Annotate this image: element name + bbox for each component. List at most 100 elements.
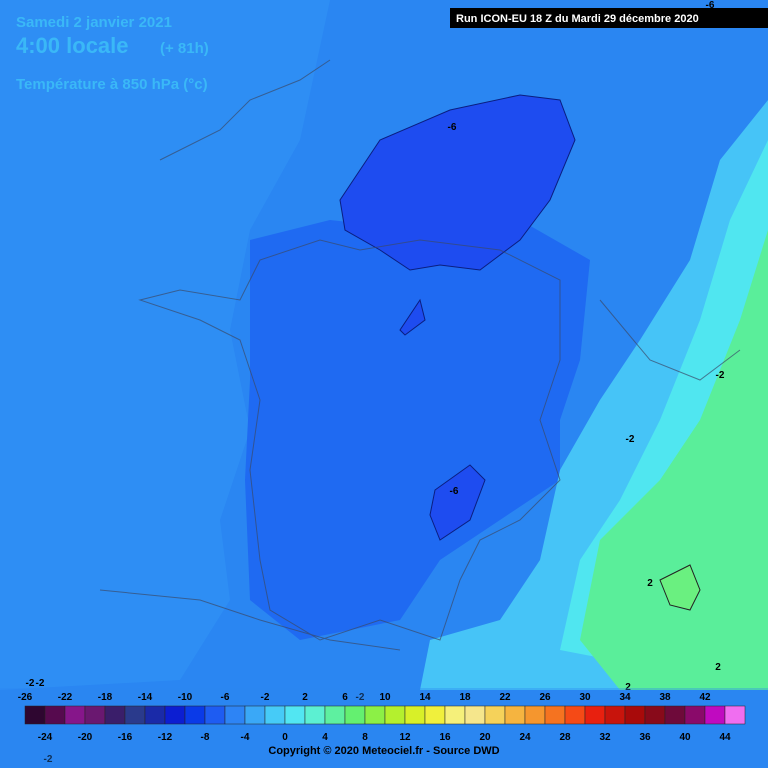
colorbar-label: -26 (18, 692, 33, 703)
colorbar-cell (524, 705, 546, 725)
island (659, 564, 701, 611)
colorbar-cell (64, 705, 86, 725)
colorbar-label: 8 (362, 732, 368, 743)
colorbar-label: -22 (58, 692, 73, 703)
colorbar-cell (404, 705, 426, 725)
time: 4:00 locale (16, 33, 129, 58)
colorbar-cell (184, 705, 206, 725)
green-region (580, 230, 768, 690)
colorbar-label: -20 (78, 732, 93, 743)
colorbar-label: 32 (599, 732, 611, 743)
colorbar-label: 2 (302, 692, 308, 703)
colorbar-label: 28 (559, 732, 571, 743)
ocean-region (0, 0, 330, 690)
contour-label: -6 (450, 486, 459, 497)
colorbar-label: -24 (38, 732, 53, 743)
colorbar-cell (364, 705, 386, 725)
colorbar-cell (344, 705, 366, 725)
date: Samedi 2 janvier 2021 (16, 14, 172, 31)
colorbar-label: 44 (719, 732, 731, 743)
contour-label: -2 (44, 754, 53, 765)
colorbar-cell (644, 705, 666, 725)
colorbar-label: 20 (479, 732, 491, 743)
colorbar-cell (664, 705, 686, 725)
colorbar-cell (84, 705, 106, 725)
colorbar-cell (204, 705, 226, 725)
colorbar-cell (684, 705, 706, 725)
colorbar-cell (304, 705, 326, 725)
contour-label: -6 (706, 0, 715, 11)
colorbar-cell (384, 705, 406, 725)
colorbar-cell (124, 705, 146, 725)
parameter: Température à 850 hPa (°c) (16, 76, 208, 93)
colorbar-cell (544, 705, 566, 725)
lead-time: (+ 81h) (160, 40, 209, 57)
colorbar-label: -16 (118, 732, 133, 743)
colorbar-label: 18 (459, 692, 471, 703)
colorbar-label: 22 (499, 692, 511, 703)
colorbar-label: 42 (699, 692, 711, 703)
colorbar-cell (724, 705, 746, 725)
colorbar-cell (704, 705, 726, 725)
colorbar-label: -12 (158, 732, 173, 743)
cold-region (339, 94, 576, 271)
colorbar-cell (264, 705, 286, 725)
colorbar-label: 12 (399, 732, 411, 743)
colorbar-cell (564, 705, 586, 725)
colorbar-label: -18 (98, 692, 113, 703)
colorbar-label: 16 (439, 732, 451, 743)
colorbar-cell (464, 705, 486, 725)
colorbar-cell (244, 705, 266, 725)
colorbar-cell (144, 705, 166, 725)
colorbar-cell (164, 705, 186, 725)
colorbar-cell (624, 705, 646, 725)
borders (99, 59, 741, 651)
colorbar-label: 10 (379, 692, 391, 703)
colorbar-label: 26 (539, 692, 551, 703)
colorbar-cell (444, 705, 466, 725)
colorbar-cell (504, 705, 526, 725)
colorbar-cell (224, 705, 246, 725)
cold-region (429, 464, 486, 541)
colorbar: -26 -22 -18 -14 -10 -6 -2 2 6 10 14 18 22 26 30 34 38 42-… (18, 692, 746, 743)
colorbar-cell (104, 705, 126, 725)
colorbar-label: 24 (519, 732, 531, 743)
colorbar-label: 34 (619, 692, 631, 703)
colorbar-cell (324, 705, 346, 725)
run-banner (450, 8, 768, 28)
contour-label: 2 (647, 578, 653, 589)
contour-label: -2 (356, 692, 365, 703)
colorbar-label: 4 (322, 732, 328, 743)
run-info: Run ICON-EU 18 Z du Mardi 29 décembre 20… (456, 13, 699, 25)
contour-label: -2 (716, 370, 725, 381)
contour-label: -6 (448, 122, 457, 133)
colorbar-cell (484, 705, 506, 725)
cold-region (399, 298, 426, 336)
colorbar-label: 40 (679, 732, 691, 743)
colorbar-cell (424, 705, 446, 725)
colorbar-cell (584, 705, 606, 725)
colorbar-label: -4 (241, 732, 250, 743)
copyright: Copyright © 2020 Meteociel.fr - Source D… (268, 745, 499, 757)
contour-label: -2 (626, 434, 635, 445)
colorbar-label: -10 (178, 692, 193, 703)
colorbar-label: -2 (261, 692, 270, 703)
land-region (245, 220, 590, 640)
contour-label: -2 (36, 678, 45, 689)
colorbar-cell (604, 705, 626, 725)
colorbar-label: 14 (419, 692, 431, 703)
colorbar-cell (44, 705, 66, 725)
colorbar-label: 38 (659, 692, 671, 703)
colorbar-cell (284, 705, 306, 725)
contour-label: -2 (26, 678, 35, 689)
colorbar-label: -14 (138, 692, 153, 703)
colorbar-label: 0 (282, 732, 288, 743)
colorbar-label: -6 (221, 692, 230, 703)
legend-backdrop (0, 688, 768, 768)
colorbar-label: 30 (579, 692, 591, 703)
colorbar-label: -8 (201, 732, 210, 743)
colorbar-label: 36 (639, 732, 651, 743)
colorbar-cell (24, 705, 46, 725)
